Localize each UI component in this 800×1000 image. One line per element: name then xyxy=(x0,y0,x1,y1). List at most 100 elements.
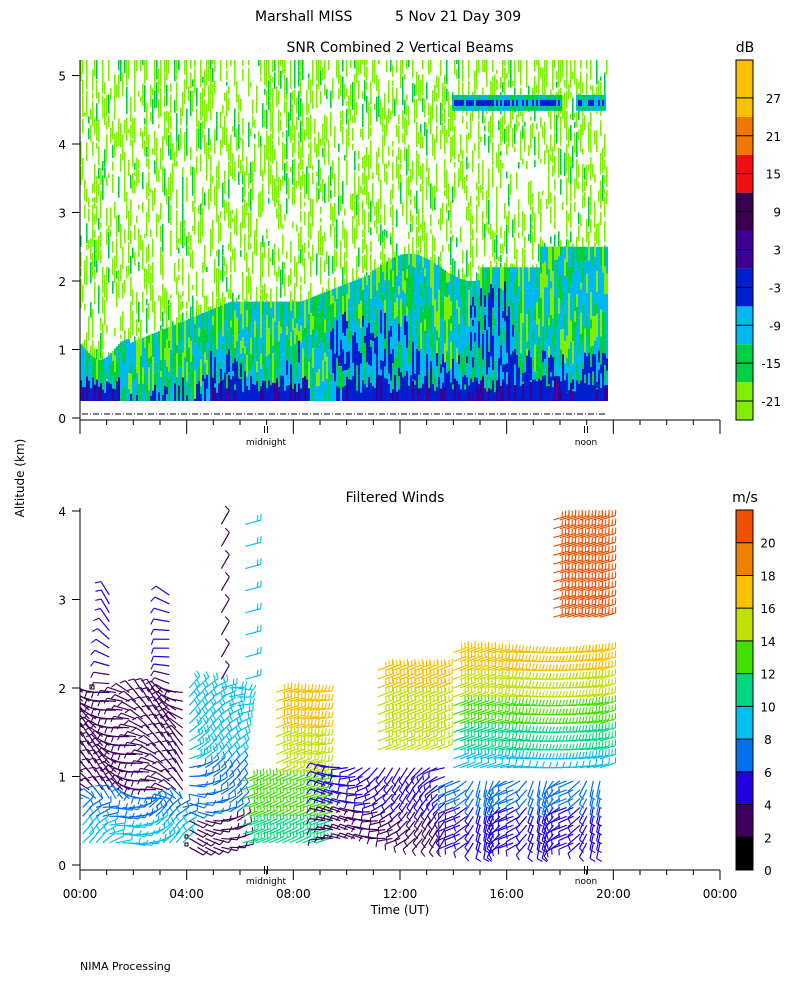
wind-barb xyxy=(419,793,431,813)
snr-cell xyxy=(256,354,258,362)
snr-cell xyxy=(282,224,284,230)
snr-cell xyxy=(290,60,292,89)
snr-cell xyxy=(440,373,442,400)
snr-cell xyxy=(248,332,250,353)
snr-cell xyxy=(450,301,452,316)
snr-cell xyxy=(126,192,128,203)
snr-cell xyxy=(174,60,176,82)
snr-cell xyxy=(322,292,324,318)
wind-barb xyxy=(390,785,401,804)
snr-cell xyxy=(302,348,304,359)
snr-cell xyxy=(546,267,548,275)
wind-barb xyxy=(428,767,445,778)
snr-cell xyxy=(332,312,334,329)
wind-barb xyxy=(134,696,150,711)
snr-cell xyxy=(562,95,564,119)
snr-cell xyxy=(310,364,312,377)
snr-cell xyxy=(604,353,606,366)
snr-cell xyxy=(566,321,568,336)
snr-cell xyxy=(456,60,458,65)
snr-cell xyxy=(462,150,464,160)
snr-cell xyxy=(318,294,320,307)
snr-cell xyxy=(410,317,412,330)
snr-cell xyxy=(104,358,106,376)
snr-cell xyxy=(592,346,594,354)
snr-cell xyxy=(520,130,522,161)
wind-barb xyxy=(189,747,206,760)
snr-cell xyxy=(82,346,84,372)
snr-cell xyxy=(604,365,606,383)
snr-cell xyxy=(170,115,172,130)
snr-cell xyxy=(504,128,506,144)
snr-cell xyxy=(548,269,550,294)
wind-barb xyxy=(497,833,514,846)
snr-cell xyxy=(570,185,572,202)
snr-cell xyxy=(310,398,312,401)
snr-cell xyxy=(358,318,360,343)
snr-cell xyxy=(92,69,94,91)
snr-cell xyxy=(106,369,108,380)
snr-cell xyxy=(112,258,114,276)
snr-cell xyxy=(534,267,536,289)
snr-cell xyxy=(252,301,254,318)
snr-cell xyxy=(380,333,382,345)
wind-barb xyxy=(405,811,416,831)
snr-cell xyxy=(328,175,330,203)
snr-cell xyxy=(212,377,214,401)
snr-cell xyxy=(84,204,86,219)
snr-cell xyxy=(600,211,602,226)
snr-cell xyxy=(544,359,546,375)
snr-cell xyxy=(102,87,104,94)
snr-cell xyxy=(308,343,310,363)
snr-cell xyxy=(516,384,518,401)
wind-barb xyxy=(220,571,230,591)
snr-cell xyxy=(330,324,332,332)
snr-cell xyxy=(560,349,562,367)
snr-cell xyxy=(500,254,502,263)
wind-barb xyxy=(163,711,183,720)
snr-cell xyxy=(518,367,520,391)
snr-cell xyxy=(320,352,322,380)
snr-cell xyxy=(198,381,200,401)
snr-cell xyxy=(224,386,226,401)
wind-barb xyxy=(491,824,507,839)
snr-cell xyxy=(570,246,572,266)
snr-cell xyxy=(192,390,194,401)
snr-cell xyxy=(272,140,274,164)
snr-cell xyxy=(184,79,186,105)
snr-cell xyxy=(234,310,236,327)
snr-cell xyxy=(576,246,578,261)
snr-cell xyxy=(398,367,400,377)
snr-cell xyxy=(366,96,368,113)
snr-cell xyxy=(574,121,576,128)
snr-cell xyxy=(428,354,430,372)
snr-cell xyxy=(294,318,296,329)
snr-cell xyxy=(570,341,572,356)
snr-cell xyxy=(386,60,388,72)
snr-cell xyxy=(536,324,538,346)
snr-cell xyxy=(364,254,366,269)
snr-cell xyxy=(516,274,518,294)
snr-cell xyxy=(268,354,270,366)
wind-barb xyxy=(337,784,356,793)
snr-cell xyxy=(382,380,384,401)
snr-cell xyxy=(324,292,326,320)
wind-barb xyxy=(438,824,454,838)
snr-cell xyxy=(196,383,198,401)
snr-cell xyxy=(472,245,474,268)
snr-cell xyxy=(384,349,386,367)
snr-cell xyxy=(144,267,146,289)
snr-y-tick-label: 2 xyxy=(58,275,66,289)
wind-barb xyxy=(506,759,525,769)
snr-cell xyxy=(528,234,530,241)
snr-cell xyxy=(508,284,510,307)
snr-cell xyxy=(292,221,294,228)
snr-cell xyxy=(346,294,348,321)
snr-cell xyxy=(152,285,154,313)
snr-cell xyxy=(350,60,352,69)
snr-cell xyxy=(342,110,344,125)
snr-cell xyxy=(350,84,352,107)
snr-cell xyxy=(226,201,228,214)
snr-cell xyxy=(476,287,478,311)
snr-cell xyxy=(114,371,116,397)
